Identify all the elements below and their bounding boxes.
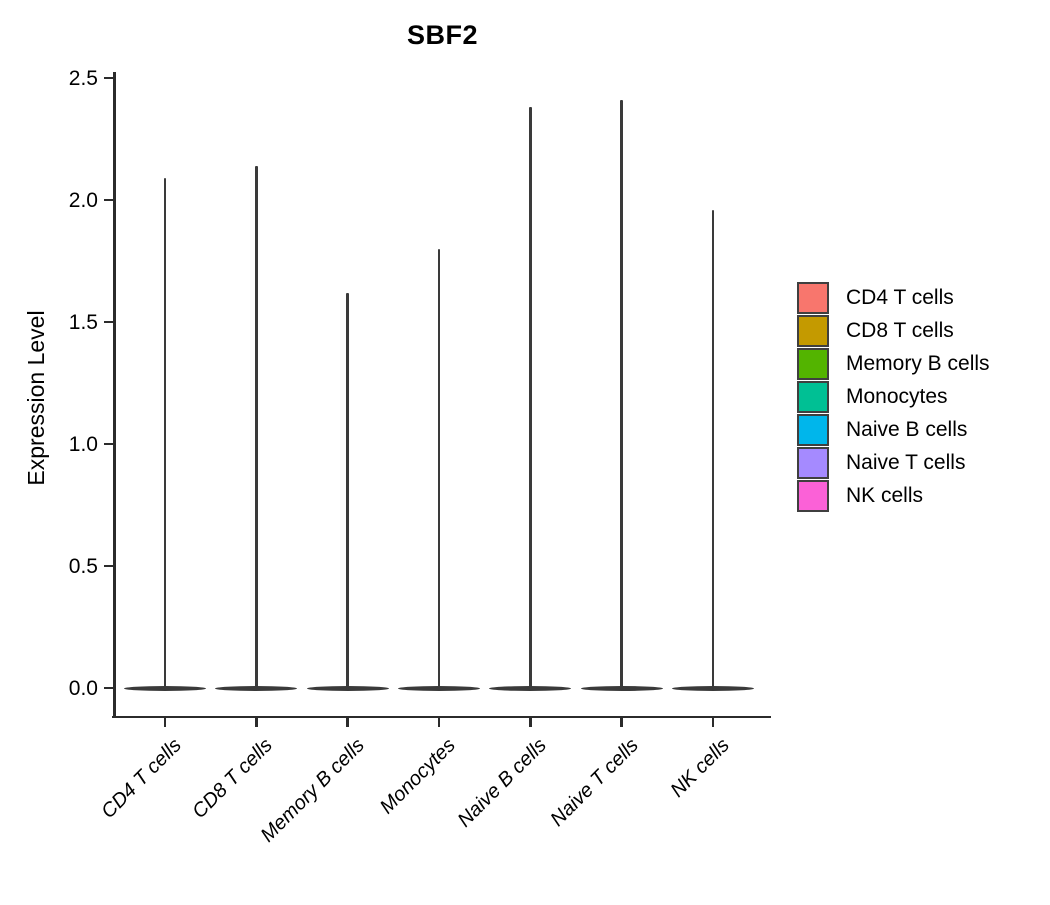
- x-tick-mark: [255, 718, 258, 727]
- legend-label: CD8 T cells: [846, 319, 954, 342]
- violin-naive-t-cells: [620, 99, 623, 688]
- violin-nk-cells: [711, 209, 715, 688]
- violin-cd4-t-cells: [163, 178, 167, 688]
- legend-item-memory-b-cells: Memory B cells: [797, 348, 990, 380]
- legend-swatch-icon: [797, 381, 829, 413]
- y-tick-label: 0.5: [68, 554, 98, 578]
- x-tick-label-nk-cells: NK cells: [666, 734, 734, 802]
- violin-base-cd4-t-cells: [124, 685, 206, 691]
- legend-label: CD4 T cells: [846, 286, 954, 309]
- legend-swatch-icon: [797, 348, 829, 380]
- violin-base-naive-t-cells: [580, 685, 663, 691]
- x-tick-label-naive-t-cells: Naive T cells: [545, 734, 643, 831]
- y-tick-label: 2.0: [68, 188, 98, 212]
- y-tick-mark: [104, 686, 114, 690]
- x-tick-mark: [346, 718, 349, 727]
- legend-label: Memory B cells: [846, 352, 990, 375]
- y-tick-label: 1.0: [68, 432, 98, 456]
- x-tick-label-naive-b-cells: Naive B cells: [453, 734, 552, 832]
- x-tick-label-monocytes: Monocytes: [375, 734, 460, 819]
- chart-title: SBF2: [406, 20, 479, 50]
- violin-base-cd8-t-cells: [215, 685, 298, 691]
- x-tick-mark: [163, 718, 167, 727]
- x-tick-label-cd8-t-cells: CD8 T cells: [188, 734, 278, 823]
- violin-base-nk-cells: [671, 685, 754, 691]
- y-tick-label: 2.5: [68, 66, 98, 90]
- legend-label: Monocytes: [846, 385, 948, 408]
- legend-swatch-icon: [797, 282, 829, 314]
- x-tick-mark: [437, 718, 441, 727]
- y-axis-line: [113, 72, 116, 717]
- legend-label: Naive T cells: [846, 451, 966, 474]
- violin-cd8-t-cells: [255, 165, 258, 688]
- legend-swatch-icon: [797, 315, 829, 347]
- y-tick-mark: [104, 320, 114, 324]
- y-tick-label: 1.5: [68, 310, 98, 334]
- violin-base-naive-b-cells: [489, 685, 572, 691]
- y-tick-mark: [104, 198, 114, 202]
- x-tick-label-memory-b-cells: Memory B cells: [256, 734, 369, 847]
- x-tick-mark: [711, 718, 715, 727]
- legend-swatch-icon: [797, 447, 829, 479]
- violin-base-monocytes: [397, 685, 480, 691]
- violin-naive-b-cells: [529, 107, 532, 688]
- violin-memory-b-cells: [346, 292, 349, 688]
- legend-item-naive-t-cells: Naive T cells: [797, 447, 990, 479]
- legend-item-nk-cells: NK cells: [797, 480, 990, 512]
- legend-label: Naive B cells: [846, 418, 968, 441]
- x-tick-label-cd4-t-cells: CD4 T cells: [97, 734, 186, 823]
- legend-item-cd8-t-cells: CD8 T cells: [797, 315, 990, 347]
- x-axis-line: [112, 715, 771, 718]
- legend-swatch-icon: [797, 414, 829, 446]
- x-tick-mark: [529, 718, 532, 727]
- legend-swatch-icon: [797, 480, 829, 512]
- legend-label: NK cells: [846, 484, 924, 507]
- x-tick-mark: [620, 718, 623, 727]
- legend-item-cd4-t-cells: CD4 T cells: [797, 282, 990, 314]
- y-axis-title: Expression Level: [23, 310, 49, 486]
- violin-monocytes: [437, 248, 441, 688]
- y-tick-mark: [104, 564, 114, 568]
- y-tick-mark: [104, 442, 114, 446]
- legend: CD4 T cells CD8 T cells Memory B cells Mono…: [797, 282, 990, 513]
- violin-base-memory-b-cells: [306, 685, 389, 691]
- legend-item-monocytes: Monocytes: [797, 381, 990, 413]
- y-tick-mark: [104, 76, 114, 80]
- y-tick-label: 0.0: [68, 676, 98, 700]
- legend-item-naive-b-cells: Naive B cells: [797, 414, 990, 446]
